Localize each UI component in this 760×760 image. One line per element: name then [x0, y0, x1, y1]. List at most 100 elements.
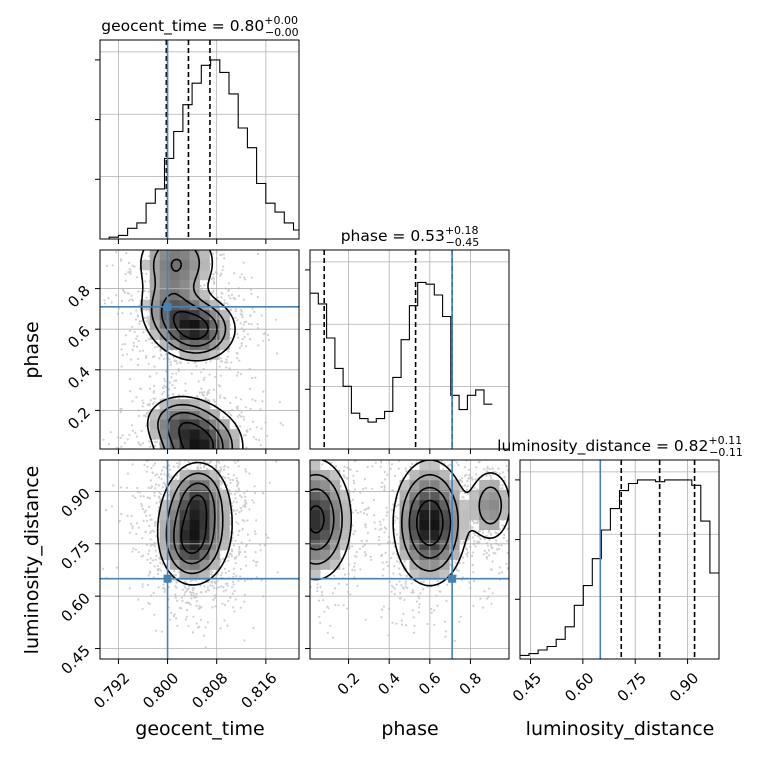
sample-point: [241, 485, 243, 487]
sample-point: [212, 289, 215, 292]
sample-point: [281, 445, 283, 447]
sample-point: [153, 565, 156, 568]
sample-point: [476, 450, 478, 452]
sample-point: [516, 467, 518, 469]
sample-point: [151, 451, 153, 453]
sample-point: [254, 532, 257, 536]
sample-point: [290, 506, 292, 508]
sample-point: [284, 501, 286, 503]
sample-point: [212, 276, 215, 279]
sample-point: [130, 294, 133, 297]
sample-point: [260, 513, 262, 515]
sample-point: [420, 400, 422, 402]
sample-point: [304, 480, 306, 482]
sample-point: [184, 591, 187, 594]
sample-point: [241, 338, 244, 341]
sample-point: [364, 371, 366, 373]
sample-point: [199, 584, 202, 587]
sample-point: [209, 454, 211, 456]
sample-point: [516, 502, 518, 504]
sample-point: [199, 456, 201, 458]
sample-point: [262, 503, 264, 505]
sample-point: [275, 489, 277, 491]
sample-point: [227, 466, 230, 469]
sample-point: [141, 511, 143, 513]
sample-point: [226, 624, 229, 627]
sample-point: [500, 571, 503, 574]
sample-point: [137, 469, 139, 471]
sample-point: [149, 518, 152, 521]
sample-point: [386, 473, 389, 476]
sample-point: [141, 349, 145, 352]
sample-point: [148, 496, 151, 499]
sample-point: [290, 589, 292, 591]
sample-point: [133, 331, 136, 334]
sample-point: [169, 361, 172, 364]
sample-point: [159, 453, 161, 455]
sample-point: [267, 455, 269, 457]
sample-point: [194, 468, 196, 470]
sample-point: [444, 630, 447, 633]
sample-point: [455, 569, 458, 572]
sample-point: [284, 541, 286, 543]
sample-point: [223, 465, 226, 468]
sample-point: [245, 446, 248, 449]
sample-point: [147, 230, 149, 232]
sample-point: [217, 463, 219, 465]
sample-point: [157, 506, 160, 509]
sample-point: [187, 460, 190, 463]
sample-point: [193, 454, 195, 456]
sample-point: [454, 561, 457, 564]
sample-point: [301, 526, 303, 528]
sample-point: [383, 486, 386, 489]
sample-point: [212, 388, 215, 391]
sample-point: [434, 416, 436, 418]
sample-point: [149, 465, 151, 467]
sample-point: [175, 244, 177, 246]
sample-point: [234, 539, 237, 542]
sample-point: [314, 454, 316, 456]
sample-point: [147, 362, 150, 365]
sample-point: [143, 316, 146, 320]
sample-point: [152, 391, 155, 394]
sample-point: [239, 567, 242, 571]
sample-point: [227, 569, 230, 573]
sample-point: [173, 386, 176, 390]
sample-point: [418, 427, 420, 429]
sample-point: [200, 606, 203, 609]
sample-point: [251, 499, 254, 502]
sample-point: [254, 551, 257, 554]
sample-point: [285, 461, 287, 463]
sample-point: [297, 514, 299, 516]
sample-point: [176, 455, 178, 457]
sample-point: [120, 445, 123, 448]
sample-point: [337, 425, 339, 427]
sample-point: [517, 517, 519, 519]
sample-point: [182, 242, 184, 244]
sample-point: [255, 527, 257, 529]
sample-point: [138, 350, 142, 353]
sample-point: [395, 451, 397, 453]
sample-point: [172, 470, 174, 472]
sample-point: [102, 567, 105, 570]
sample-point: [164, 380, 167, 383]
sample-point: [249, 407, 252, 410]
sample-point: [169, 241, 171, 243]
sample-point: [259, 408, 262, 411]
sample-point: [187, 362, 190, 365]
sample-point: [201, 246, 203, 248]
sample-point: [232, 606, 235, 609]
sample-point: [353, 482, 356, 485]
sample-point: [346, 438, 348, 440]
sample-point: [364, 526, 367, 529]
sample-point: [386, 541, 389, 544]
sample-point: [194, 453, 196, 455]
sample-point: [159, 349, 162, 352]
sample-point: [212, 273, 215, 276]
sample-point: [131, 527, 134, 530]
sample-point: [496, 532, 500, 535]
sample-point: [513, 585, 515, 587]
sample-point: [251, 417, 253, 419]
sample-point: [237, 487, 240, 490]
sample-point: [168, 464, 171, 467]
